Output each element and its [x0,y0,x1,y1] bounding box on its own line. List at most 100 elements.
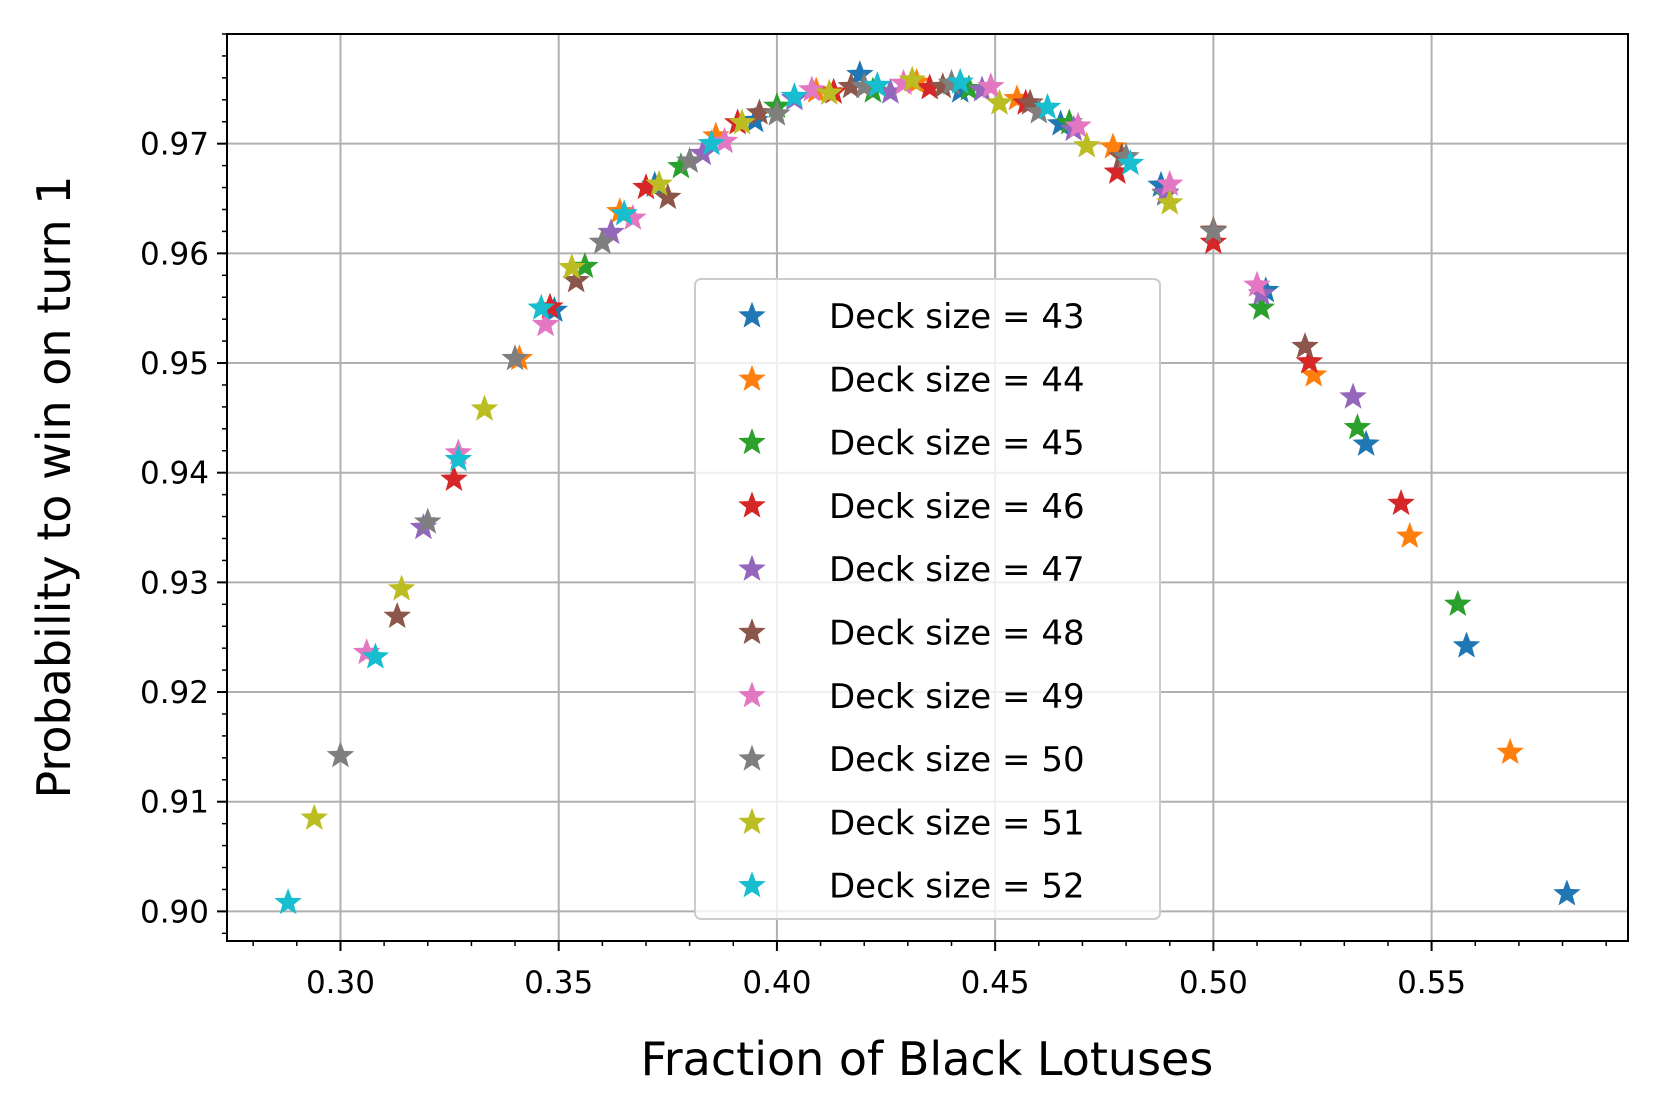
data-point [846,60,874,87]
data-point [1444,589,1472,616]
data-point [745,98,774,125]
legend-marker [738,744,766,771]
data-point [763,99,791,126]
data-point [1295,347,1324,374]
data-point [697,129,726,156]
data-point [780,82,809,109]
legend-item: Deck size = 48 [738,614,1085,654]
data-point [863,71,892,98]
data-point [1553,879,1581,906]
legend: Deck size = 43 Deck size = 44 Deck size = … [694,278,1161,920]
data-point [383,601,411,629]
legend-label: Deck size = 50 [829,740,1085,780]
data-point [1116,148,1145,176]
data-point [1339,382,1367,409]
y-tick-label: 0.94 [140,456,209,492]
legend-item: Deck size = 51 [738,803,1085,843]
plot-frame [226,33,1629,942]
data-point [501,344,529,371]
x-tick-label: 0.45 [961,965,1030,1001]
data-point [531,310,560,337]
legend-marker [738,681,766,708]
legend-label: Deck size = 44 [829,360,1085,400]
axis-ticks [217,33,1607,951]
legend-label: Deck size = 52 [829,867,1085,907]
data-point [977,72,1005,99]
data-point [1073,131,1101,158]
legend-item: Deck size = 43 [738,297,1085,337]
legend-item: Deck size = 46 [738,487,1085,527]
data-point [1452,631,1481,658]
legend-marker [738,364,766,391]
legend-item: Deck size = 44 [738,360,1085,400]
legend-item: Deck size = 52 [738,867,1085,907]
data-point [1156,188,1184,215]
data-point [300,803,329,830]
data-point [527,293,555,320]
data-point [1199,216,1228,244]
data-point [470,394,499,421]
data-point [414,507,442,534]
data-point [728,108,756,135]
data-point [1199,227,1228,255]
data-point [1343,413,1372,440]
data-point [558,253,586,280]
data-point [675,146,704,173]
y-tick-label: 0.96 [140,236,209,272]
y-axis-title: Probability to win on turn 1 [27,175,81,798]
legend-label: Deck size = 48 [829,614,1085,654]
legend-box [694,278,1161,920]
y-tick-label: 0.91 [140,785,209,821]
data-point [444,445,473,472]
data-point [1243,270,1271,297]
legend-label: Deck size = 47 [829,550,1085,590]
series-deck-size-50 [326,68,1228,768]
x-tick-label: 0.55 [1397,965,1466,1001]
data-point [1064,111,1092,138]
data-point [710,127,739,154]
data-point [610,199,638,226]
legend-marker [738,428,766,455]
legend-label: Deck size = 51 [829,803,1085,843]
legend-item: Deck size = 45 [738,424,1085,464]
series-deck-size-52 [274,67,1145,915]
legend-label: Deck size = 45 [829,424,1085,464]
data-points [274,60,1581,915]
data-point [645,169,673,196]
data-point [588,227,617,255]
x-axis-title: Fraction of Black Lotuses [641,1032,1214,1086]
legend-label: Deck size = 46 [829,487,1085,527]
data-point [274,888,302,915]
y-tick-label: 0.92 [140,675,209,711]
legend-marker [738,871,766,898]
data-point [326,741,355,768]
y-tick-label: 0.97 [140,127,209,163]
data-point [1352,429,1380,456]
y-tick-label: 0.90 [140,894,209,930]
data-point [387,574,416,601]
data-point [815,78,844,105]
legend-marker [738,618,766,645]
data-point [1291,332,1319,359]
legend-marker [738,301,766,328]
data-point [440,464,468,491]
data-point [654,182,682,210]
data-point [1033,93,1062,120]
data-point [361,642,390,669]
x-tick-label: 0.50 [1179,965,1248,1001]
y-tick-label: 0.95 [140,346,209,382]
legend-item: Deck size = 50 [738,740,1085,780]
legend-label: Deck size = 43 [829,297,1085,337]
x-tick-label: 0.40 [742,965,811,1001]
legend-item: Deck size = 49 [738,677,1085,717]
legend-item: Deck size = 47 [738,550,1085,590]
legend-label: Deck size = 49 [829,677,1085,717]
legend-marker [738,554,766,581]
data-point [946,67,974,94]
legend-marker [738,807,766,835]
data-point [1247,293,1276,320]
data-point [1496,737,1524,765]
x-tick-label: 0.35 [524,965,593,1001]
x-tick-label: 0.30 [306,965,375,1001]
